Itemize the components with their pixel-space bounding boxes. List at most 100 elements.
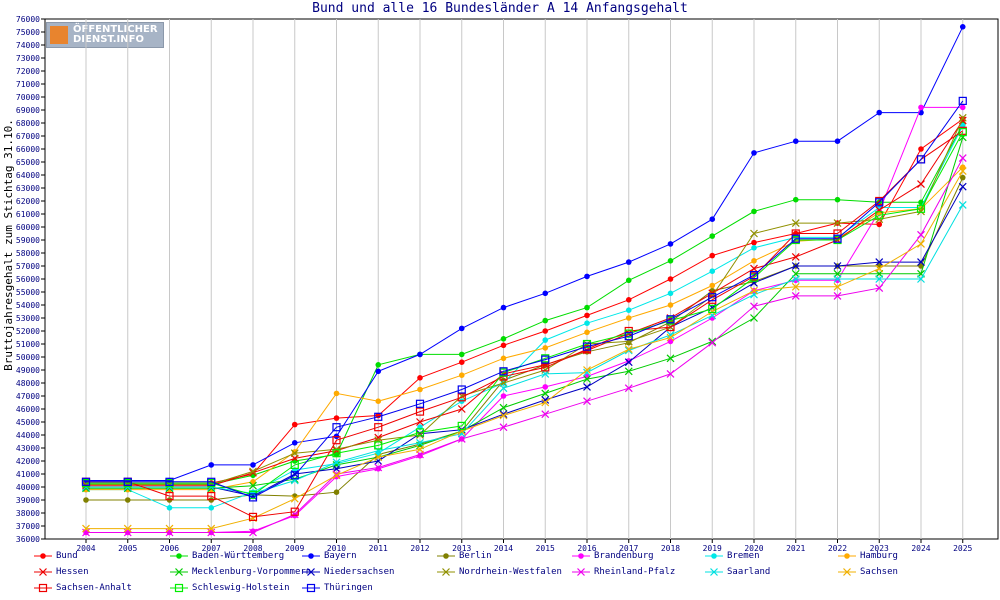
data-point-bb <box>667 338 674 345</box>
data-point-th <box>165 477 174 486</box>
data-point-rp <box>374 463 383 472</box>
data-point-by <box>417 351 423 358</box>
data-point-ni <box>583 382 591 391</box>
y-tick-label: 38000 <box>16 509 40 518</box>
data-point-nw <box>750 229 758 238</box>
data-point-sl <box>958 200 967 209</box>
data-point-sn-stroke <box>917 239 925 248</box>
y-tick-label: 57000 <box>16 262 40 271</box>
data-point-bw <box>709 233 716 239</box>
data-point-sn-stroke <box>82 524 90 533</box>
data-point-th <box>958 96 967 106</box>
data-point-by <box>584 273 590 280</box>
data-point-he-stroke <box>917 180 925 189</box>
data-point-hh <box>333 390 340 397</box>
data-point-bund <box>417 375 423 381</box>
y-tick-label: 50000 <box>16 353 40 362</box>
data-point-nw <box>624 337 633 346</box>
data-point-ni-stroke <box>541 395 550 404</box>
data-point-be <box>333 489 340 496</box>
data-point-he-stroke <box>416 418 424 426</box>
data-point-mv <box>541 389 550 398</box>
data-point-rp-stroke <box>624 384 633 393</box>
data-point-bund <box>458 359 465 366</box>
y-tick-label: 67000 <box>16 132 40 141</box>
data-point-sl-stroke <box>791 275 800 283</box>
data-point-nw <box>290 449 299 458</box>
data-point-hb <box>166 505 173 511</box>
y-tick-label: 65000 <box>16 158 40 167</box>
data-point-nw-stroke <box>374 436 383 445</box>
data-point-st <box>457 393 466 402</box>
data-point-mv <box>958 133 967 142</box>
data-point-hh <box>625 315 632 321</box>
data-point-he <box>750 264 758 273</box>
data-point-bw <box>751 208 757 215</box>
series-line-by <box>86 26 964 481</box>
data-point-rp <box>624 384 633 393</box>
x-tick-label: 2012 <box>410 544 429 553</box>
data-point-sn-stroke <box>499 411 508 420</box>
x-tick-label: 2023 <box>870 544 889 553</box>
data-point-nw-stroke <box>249 467 257 476</box>
data-point-be <box>124 497 131 503</box>
data-point-rp-stroke <box>583 397 591 406</box>
data-point-sn-stroke <box>791 282 800 291</box>
data-point-bund <box>667 276 674 282</box>
data-point-sn-stroke <box>290 494 299 503</box>
data-point-sl <box>583 368 591 377</box>
data-point-th <box>582 342 592 351</box>
series-line-th <box>86 100 964 498</box>
data-point-th <box>749 271 759 280</box>
data-point-rp <box>708 338 717 347</box>
data-point-mv-stroke <box>249 481 257 490</box>
data-point-nw-stroke <box>791 219 800 228</box>
data-point-by <box>458 325 465 332</box>
data-point-sh <box>708 304 717 313</box>
data-point-rp-stroke <box>875 284 884 293</box>
data-point-rp-stroke <box>708 338 717 347</box>
data-point-st <box>165 492 174 501</box>
y-tick-label: 47000 <box>16 392 40 401</box>
y-tick-label: 55000 <box>16 288 40 297</box>
data-point-by <box>625 259 632 265</box>
data-point-ni <box>875 258 884 267</box>
data-point-sh <box>958 128 967 137</box>
data-point-rp-stroke <box>750 302 758 311</box>
series-line-mv <box>86 137 964 489</box>
series-sn <box>82 167 967 533</box>
y-tick-label: 76000 <box>16 15 40 24</box>
data-point-ni-stroke <box>791 262 800 270</box>
data-point-sh <box>457 421 466 430</box>
x-tick-label: 2011 <box>369 544 388 553</box>
data-point-th <box>374 412 383 421</box>
data-point-bw <box>375 362 382 368</box>
data-point-sl-stroke <box>374 446 383 455</box>
data-point-sn-stroke <box>875 264 884 273</box>
data-point-mv-stroke <box>499 403 508 412</box>
data-point-st <box>248 512 258 522</box>
data-point-sn-stroke <box>165 524 174 533</box>
data-point-ni <box>750 278 758 287</box>
series-line-sn <box>86 170 964 530</box>
series-bw <box>83 121 966 488</box>
data-point-nw <box>791 219 800 228</box>
data-point-sn <box>666 333 675 342</box>
data-point-mv-stroke <box>666 354 675 363</box>
data-point-sl-stroke <box>666 330 675 339</box>
data-point-sn <box>165 524 174 533</box>
data-point-sl-stroke <box>917 275 925 283</box>
data-point-th <box>415 399 425 408</box>
y-tick-label: 37000 <box>16 522 40 531</box>
data-point-sn-stroke <box>541 398 550 407</box>
data-point-sl <box>541 369 550 378</box>
x-tick-label: 2014 <box>494 544 513 553</box>
data-point-nw-stroke <box>416 431 424 439</box>
data-point-ni-stroke <box>750 278 758 287</box>
data-point-he-stroke <box>332 446 341 455</box>
data-point-rp <box>875 284 884 293</box>
y-tick-label: 71000 <box>16 80 40 89</box>
y-tick-label: 46000 <box>16 405 40 414</box>
data-point-bund <box>709 252 716 259</box>
